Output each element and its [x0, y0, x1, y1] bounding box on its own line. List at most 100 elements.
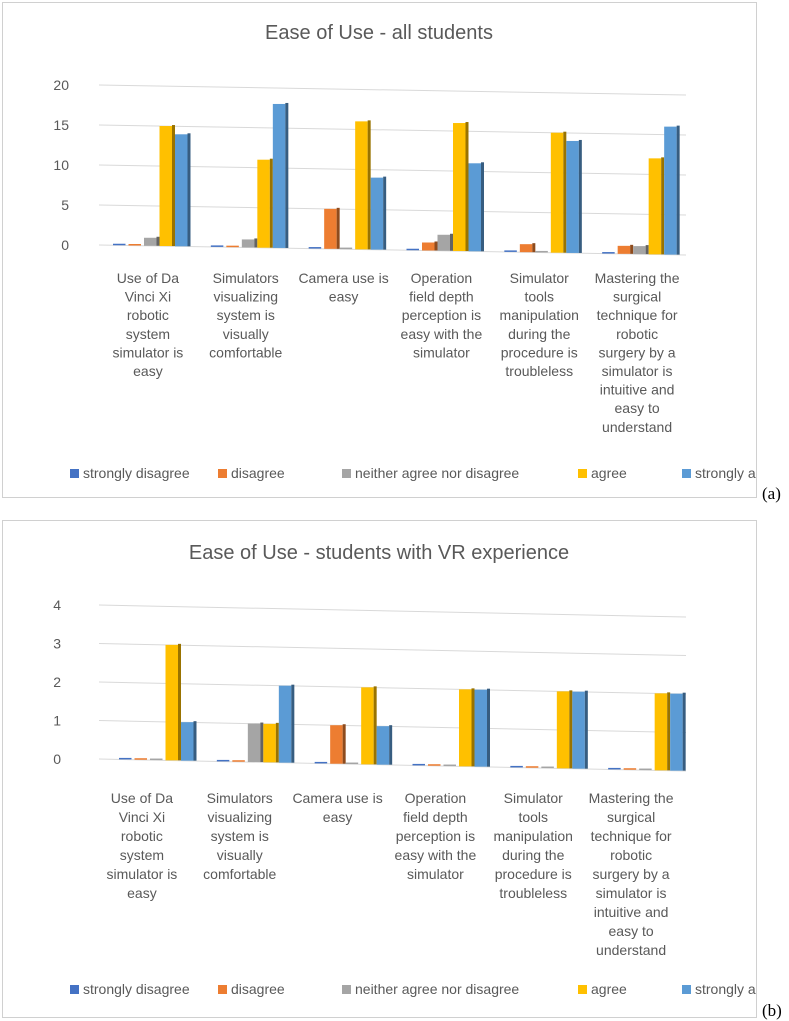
chart-a-x-tick-label: manipulation — [500, 307, 579, 323]
chart-b-bar-strongly-disagree — [119, 757, 132, 760]
chart-a-x-tick-label: surgical — [613, 289, 661, 305]
chart-a-bar-side — [383, 176, 387, 250]
chart-b-x-tick-label: intuitive and — [594, 904, 669, 920]
chart-a-bar-neither-agree-nor-disagree — [144, 237, 157, 246]
chart-a-bar-agree — [550, 132, 564, 253]
chart-a-x-tick-label: Use of Da — [117, 270, 179, 286]
chart-a-bar-strongly-disagree — [210, 245, 224, 247]
chart-a-x-tick-label: visually — [223, 326, 269, 342]
chart-a-bar-agree — [453, 123, 466, 252]
chart-a-x-tick-label: procedure is — [501, 344, 578, 360]
chart-b-x-tick-label: simulator is — [596, 885, 667, 901]
chart-b-bar-strongly-disagree — [216, 759, 230, 762]
chart-a-bar-side — [645, 245, 649, 255]
chart-b-legend-swatch — [218, 985, 227, 994]
chart-a-bar-strongly-agree — [664, 126, 677, 255]
chart-b-x-tick-label: robotic — [610, 847, 652, 863]
chart-b-bar-strongly-agree — [572, 691, 585, 769]
chart-a-x-tick-label: visualizing — [213, 289, 278, 305]
chart-a-y-tick-label: 0 — [61, 237, 69, 253]
chart-b-legend-swatch — [70, 985, 79, 994]
chart-b-bar-disagree — [623, 768, 637, 770]
chart-b-bar-neither-agree-nor-disagree — [443, 764, 456, 767]
chart-a-x-tick-label: Mastering the — [595, 270, 680, 286]
chart-a-y-tick-label: 10 — [53, 157, 69, 173]
chart-a-bar-side — [172, 125, 175, 247]
chart-a-bar-side — [578, 139, 582, 253]
chart-b-bar-neither-agree-nor-disagree — [150, 758, 163, 761]
chart-a-bar-strongly-agree — [272, 103, 286, 248]
chart-a-bar-side — [367, 120, 371, 250]
chart-b-bar-disagree — [525, 766, 539, 768]
chart-b-bar-strongly-disagree — [412, 763, 425, 766]
chart-b-bar-side — [471, 688, 475, 767]
chart-a-bar-strongly-agree — [370, 177, 384, 250]
chart-b-x-tick-label: tools — [518, 809, 548, 825]
chart-a-bar-side — [254, 238, 258, 248]
chart-b-legend-label: strongly disagree — [83, 981, 190, 997]
chart-b-x-tick-label: Vinci Xi — [119, 809, 165, 825]
chart-a-legend-label: disagree — [231, 465, 285, 481]
chart-b-bar-side — [389, 725, 393, 765]
chart-a-x-tick-label: Camera use is — [298, 270, 388, 286]
chart-b-x-tick-label: surgical — [607, 809, 655, 825]
chart-a-legend-label: agree — [591, 465, 627, 481]
chart-b-bar-side — [342, 724, 346, 764]
chart-b-legend-swatch — [578, 985, 587, 994]
chart-a-bar-strongly-disagree — [406, 248, 419, 251]
chart-b-x-tick-label: Simulators — [207, 790, 273, 806]
chart-a-bar-strongly-agree — [175, 134, 188, 247]
chart-a-bar-side — [630, 244, 634, 254]
chart-b-bar-strongly-agree — [376, 726, 390, 765]
chart-b-bar-strongly-agree — [181, 722, 194, 761]
chart-a-bar-neither-agree-nor-disagree — [535, 250, 548, 253]
chart-a-bar-strongly-agree — [468, 163, 481, 252]
chart-a-bar-agree — [355, 121, 368, 250]
chart-a-bar-disagree — [226, 245, 239, 248]
chart-a-x-tick-label: technique for — [597, 307, 678, 323]
chart-a-bar-side — [285, 102, 289, 248]
chart-a-legend-label: strongly disagree — [83, 465, 190, 481]
chart-b-gridline — [98, 720, 687, 733]
chart-b-x-tick-label: during the — [502, 847, 564, 863]
chart-a-legend-label: neither agree nor disagree — [355, 465, 519, 481]
chart-b-x-tick-label: troubleless — [499, 885, 567, 901]
chart-b-bar-side — [682, 692, 686, 771]
chart-b-bar-side — [291, 684, 295, 763]
chart-a-bar-side — [661, 157, 665, 255]
chart-a-legend-swatch — [682, 469, 691, 478]
chart-panel-b: Ease of Use - students with VR experienc… — [2, 520, 757, 1018]
chart-a-legend-swatch — [70, 469, 79, 478]
chart-b-y-tick-label: 1 — [53, 713, 61, 729]
chart-b-svg: Ease of Use - students with VR experienc… — [53, 542, 756, 997]
chart-a-bar-disagree — [128, 244, 141, 246]
chart-a-x-tick-label: Simulators — [213, 270, 279, 286]
chart-b-x-tick-label: simulator is — [107, 866, 178, 882]
chart-b-y-tick-label: 0 — [53, 751, 61, 767]
chart-b-bar-side — [193, 721, 197, 761]
chart-b-legend-label: disagree — [231, 981, 285, 997]
chart-a-x-tick-label: troubleless — [505, 363, 573, 379]
chart-b-bar-agree — [654, 693, 668, 771]
chart-b-x-tick-label: visualizing — [207, 809, 272, 825]
chart-b-bar-disagree — [428, 764, 441, 766]
chart-a-legend-label: strongly agree — [695, 465, 756, 481]
chart-a-x-tick-label: easy — [133, 363, 163, 379]
chart-a-x-tick-label: intuitive and — [600, 382, 675, 398]
panel-label-a: (a) — [762, 484, 781, 503]
chart-a-x-tick-label: system is — [217, 307, 275, 323]
chart-b-bar-strongly-agree — [474, 689, 487, 767]
chart-a-gridline — [98, 84, 687, 96]
chart-b-x-tick-label: system is — [211, 828, 269, 844]
chart-b-gridline — [98, 643, 687, 656]
chart-b-x-tick-label: Simulator — [504, 790, 563, 806]
chart-b-bar-neither-agree-nor-disagree — [541, 766, 554, 769]
chart-a-x-tick-label: comfortable — [209, 344, 282, 360]
chart-b-bar-strongly-disagree — [314, 761, 328, 764]
chart-a-bar-strongly-disagree — [504, 250, 517, 252]
chart-b-bar-strongly-agree — [278, 685, 292, 763]
chart-a-x-tick-label: field depth — [409, 289, 474, 305]
chart-b-x-tick-label: manipulation — [494, 828, 573, 844]
chart-b-x-tick-label: comfortable — [203, 866, 276, 882]
chart-b-bar-side — [373, 686, 377, 765]
